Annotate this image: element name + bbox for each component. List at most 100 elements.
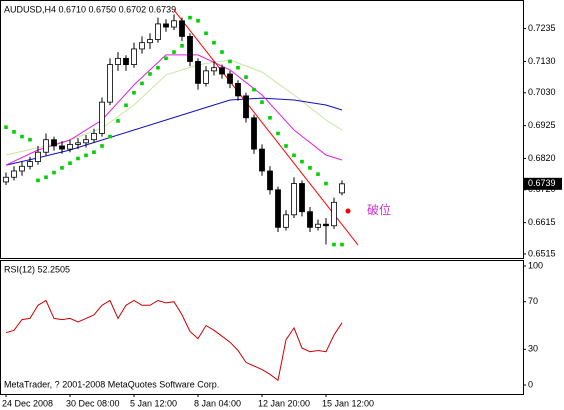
candle-body [195,61,201,84]
sar-dot [140,81,144,86]
candle-body [91,133,97,141]
sar-dot [28,137,32,142]
sar-dot [12,130,16,134]
candle-body [187,36,193,62]
candle-body [147,39,153,44]
candle-body [83,139,89,144]
sar-dot [76,156,80,161]
candle-body [131,48,137,65]
x-tick-label: 12 Jan 20:00 [258,398,310,408]
sar-dot [276,131,280,136]
candle-body [235,82,241,97]
y-tick-label: 100 [528,260,543,270]
sar-dot [316,172,320,176]
sar-dot [36,178,40,183]
sar-dot [308,166,312,170]
y-tick-label: 0.7235 [528,23,556,33]
candle-body [315,223,321,228]
y-tick-label: 0.6615 [528,217,556,227]
candle-body [163,23,169,28]
candle-body [259,148,265,172]
y-tick-label: 0 [528,379,533,389]
overlay-line [5,97,343,166]
sar-dot [228,59,232,64]
candle-body [243,95,249,119]
sar-dot [188,15,192,20]
candle-body [155,23,161,40]
overlay-line [5,54,343,166]
candle-body [291,183,297,216]
sar-dot [252,87,256,92]
candle-body [171,20,177,28]
rsi-title: RSI(12) 52.2505 [4,264,70,274]
candle-body [115,57,121,65]
candle-body [299,183,305,213]
sar-dot [108,134,112,139]
y-tick-label: 0.6515 [528,248,556,258]
sar-dot [220,50,224,54]
sar-dot [124,103,128,108]
sar-dot [244,75,248,79]
sar-dot [20,134,24,139]
candle-body [323,223,329,227]
y-tick-label: 30 [528,344,538,354]
sar-dot [84,153,88,158]
candle-body [267,170,273,191]
sar-dot [60,166,64,170]
chart-title: AUDUSD,H4 0.6710 0.6750 0.6702 0.6739 [4,4,176,14]
candle-body [43,139,49,153]
candle-body [331,201,337,227]
last-price-label: 0.6739 [528,178,556,188]
candle-body [19,165,25,172]
y-tick-label: 70 [528,296,538,306]
candle-body [27,161,33,167]
sar-dot [4,125,8,129]
sar-dot [100,144,104,148]
last-price-box [524,177,562,190]
candle-body [139,42,145,50]
sar-dot [300,159,304,164]
sar-dot [324,181,328,186]
candle-body [211,67,217,72]
sar-dot [52,170,56,175]
candle-body [3,176,9,183]
candle-body [339,183,345,194]
candle-body [203,70,209,84]
sar-dot [332,242,336,247]
candle-body [275,189,281,228]
candle-body [307,211,313,228]
candle-body [251,117,257,150]
sar-dot [148,72,152,76]
candle-body [227,73,233,84]
y-tick-label: 0.6925 [528,120,556,130]
sar-dot [340,242,344,247]
sar-dot [236,65,240,70]
sar-dot [68,161,72,165]
sar-dot [212,40,216,45]
sar-dot [284,144,288,148]
sar-dot [196,18,200,23]
candle-body [283,214,289,228]
y-tick-label: 0.6820 [528,153,556,163]
marker [345,208,351,214]
sar-dot [260,100,264,104]
candle-body [35,151,41,163]
candle-body [99,101,105,134]
annotation: 破位 [367,202,391,217]
candle-body [107,64,113,103]
candle-body [67,143,73,150]
sar-dot [268,115,272,120]
sar-dot [172,50,176,54]
candle-body [219,67,225,75]
candle-body [75,142,81,145]
footer: MetaTrader, ? 2001-2008 MetaQuotes Softw… [4,379,219,389]
price-pane [0,0,524,259]
sar-dot [116,119,120,123]
sar-dot [164,56,168,61]
candle-body [123,57,129,65]
x-tick-label: 5 Jan 12:00 [130,398,177,408]
candle-body [59,145,65,150]
